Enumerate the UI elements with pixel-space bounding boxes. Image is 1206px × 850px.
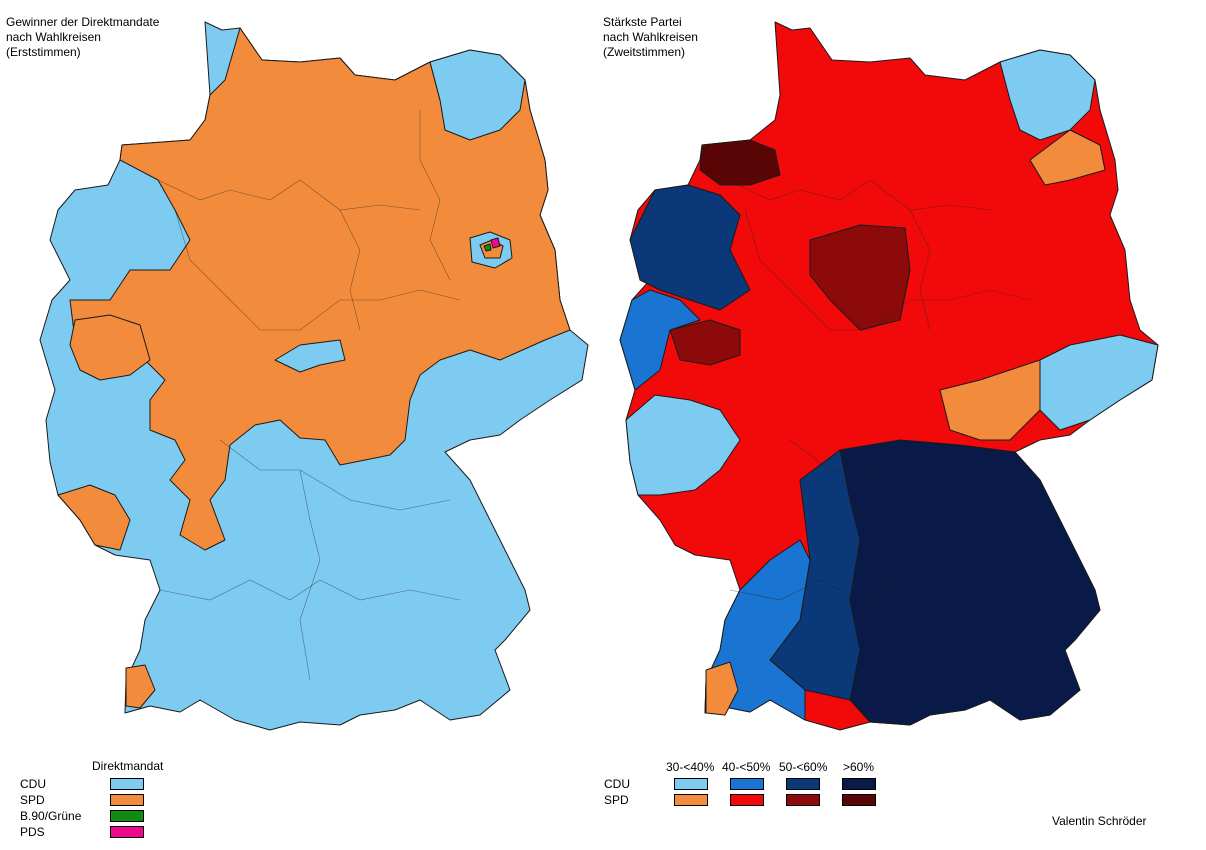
left-legend-label-cdu: CDU [20,777,46,791]
left-legend-swatch-gruene [110,810,144,822]
region-berlin-gruene [483,243,492,252]
right-map-title: Stärkste Partei nach Wahlkreisen (Zweits… [603,15,698,59]
right-legend-swatch-cdu-50 [786,778,820,790]
left-legend-swatch-cdu [110,778,144,790]
right-legend-swatch-cdu-30 [674,778,708,790]
region-cdu-30-40-sachsen [1039,334,1159,431]
left-map-title: Gewinner der Direktmandate nach Wahlkrei… [6,15,160,59]
region-cdu-40-50-west [619,289,701,391]
right-legend-swatch-cdu-60 [842,778,876,790]
region-spd-50-60-niedersachsen [809,224,911,331]
direktmandat-map [39,21,589,731]
region-spd-gt60-ostfriesland [699,139,781,186]
right-legend-swatch-spd-40 [730,794,764,806]
region-spd-saar [57,484,131,551]
region-spd-50-60-ruhr [669,319,741,366]
right-legend-row-cdu: CDU [604,777,630,791]
region-cdu-northeast [429,49,526,141]
region-spd-north-central [69,27,571,551]
region-spd-30-40-southwest [705,661,739,716]
right-legend-col-1: 40-<50% [722,760,771,774]
region-cdu-central-patch [274,339,346,373]
left-legend-label-pds: PDS [20,825,45,839]
right-legend-swatch-spd-30 [674,794,708,806]
right-legend-swatch-spd-50 [786,794,820,806]
right-legend-col-2: 50-<60% [779,760,828,774]
region-cdu-30-40-northeast [999,49,1096,141]
left-legend-label-spd: SPD [20,793,45,807]
author-credit: Valentin Schröder [1052,814,1147,828]
region-spd-baden [125,664,156,709]
right-legend-col-0: 30-<40% [666,760,715,774]
region-cdu-emsland [629,184,751,311]
left-legend-label-gruene: B.90/Grüne [20,809,82,823]
left-legend-heading: Direktmandat [92,759,164,773]
region-cdu-gt60-bayern [839,439,1101,726]
right-legend-row-spd: SPD [604,793,629,807]
left-legend-swatch-pds [110,826,144,838]
right-legend-swatch-spd-60 [842,794,876,806]
zweitstimmen-map [619,21,1159,731]
region-cdu-30-40-west [625,394,741,496]
region-spd-30-40-east [939,359,1041,441]
right-legend-swatch-cdu-40 [730,778,764,790]
region-spd-ruhr [69,314,151,381]
region-berlin-pds [490,237,501,249]
region-spd-30-40-northeast [1029,129,1106,186]
left-legend-swatch-spd [110,794,144,806]
right-legend-col-3: >60% [843,760,875,774]
